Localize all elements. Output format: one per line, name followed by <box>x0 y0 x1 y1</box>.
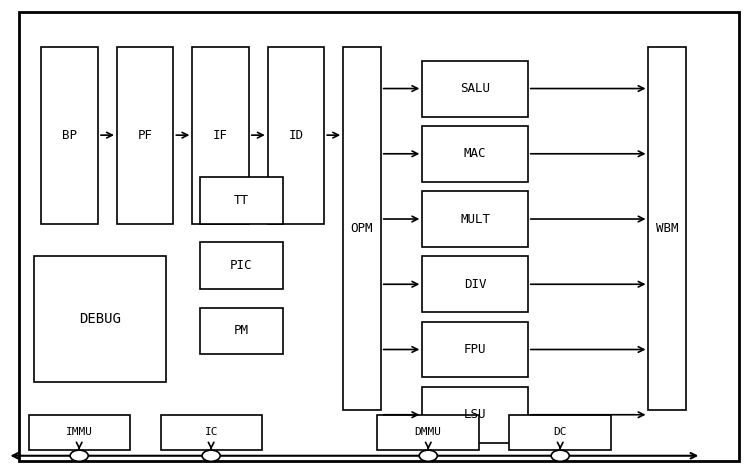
Bar <box>422 387 528 443</box>
Bar <box>343 47 381 410</box>
Bar <box>29 415 130 450</box>
Bar <box>268 47 324 224</box>
Bar <box>34 256 166 382</box>
Text: IMMU: IMMU <box>66 427 93 437</box>
Text: PM: PM <box>234 324 249 337</box>
Bar <box>422 322 528 377</box>
Circle shape <box>202 450 220 461</box>
Text: ID: ID <box>289 129 303 142</box>
Bar <box>422 191 528 247</box>
Text: MAC: MAC <box>464 147 486 160</box>
Bar <box>200 242 283 289</box>
Bar <box>422 126 528 182</box>
Bar <box>422 61 528 116</box>
Text: DIV: DIV <box>464 278 486 291</box>
Text: DEBUG: DEBUG <box>79 312 121 326</box>
Bar <box>200 177 283 224</box>
Text: PIC: PIC <box>230 259 253 272</box>
Text: OPM: OPM <box>351 222 373 235</box>
Bar <box>117 47 173 224</box>
Bar <box>377 415 479 450</box>
Bar <box>648 47 686 410</box>
Bar <box>41 47 98 224</box>
Text: LSU: LSU <box>464 408 486 421</box>
Circle shape <box>419 450 437 461</box>
Circle shape <box>551 450 569 461</box>
Text: DMMU: DMMU <box>415 427 441 437</box>
Text: FPU: FPU <box>464 343 486 356</box>
Bar <box>509 415 611 450</box>
Text: WBM: WBM <box>656 222 679 235</box>
Bar <box>422 256 528 312</box>
Bar <box>192 47 249 224</box>
Circle shape <box>70 450 88 461</box>
Text: SALU: SALU <box>460 82 490 95</box>
Bar <box>200 308 283 354</box>
Text: DC: DC <box>553 427 566 437</box>
Text: BP: BP <box>63 129 77 142</box>
Bar <box>161 415 262 450</box>
Text: TT: TT <box>234 194 249 207</box>
Text: MULT: MULT <box>460 212 490 226</box>
Text: PF: PF <box>138 129 152 142</box>
Text: IF: IF <box>213 129 228 142</box>
Text: IC: IC <box>205 427 218 437</box>
